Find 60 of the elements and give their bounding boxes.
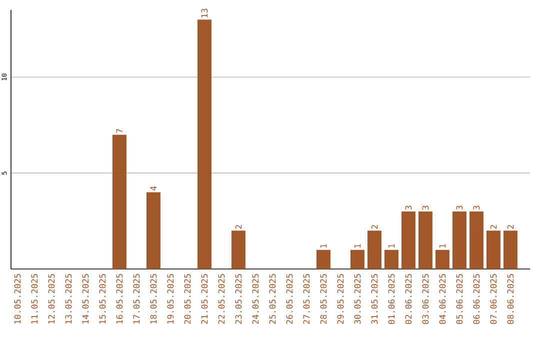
data-label: 4 — [150, 186, 157, 191]
x-tick-label: 03.06.2025 — [422, 274, 429, 324]
x-tick-label: 06.06.2025 — [473, 274, 480, 324]
x-tick-label: 29.05.2025 — [337, 274, 344, 324]
data-label: 1 — [354, 244, 361, 248]
bar — [435, 250, 450, 269]
data-label: 3 — [456, 206, 463, 210]
x-tick-label: 30.05.2025 — [354, 274, 361, 324]
bar — [452, 211, 466, 269]
x-tick-label: 15.05.2025 — [99, 274, 106, 324]
bar — [503, 230, 518, 269]
data-label: 2 — [235, 225, 242, 229]
x-tick-label: 08.06.2025 — [507, 274, 514, 324]
bar — [316, 250, 330, 269]
x-tick-label: 12.05.2025 — [48, 274, 55, 324]
data-label: 1 — [388, 244, 395, 248]
x-tick-label: 17.05.2025 — [133, 274, 140, 324]
data-label: 2 — [507, 225, 514, 229]
x-tick-label: 04.06.2025 — [439, 274, 446, 324]
x-tick-label: 05.06.2025 — [456, 274, 463, 324]
bar — [401, 211, 416, 269]
x-tick-label: 10.05.2025 — [14, 274, 21, 324]
bar — [486, 230, 500, 269]
x-tick-label: 27.05.2025 — [303, 274, 310, 324]
data-label: 2 — [371, 225, 378, 229]
x-tick-label: 11.05.2025 — [31, 274, 38, 324]
data-label: 3 — [405, 206, 412, 210]
data-label: 3 — [473, 206, 480, 210]
x-tick-label: 14.05.2025 — [82, 274, 89, 324]
x-tick-label: 07.06.2025 — [490, 274, 497, 324]
x-tick-label: 16.05.2025 — [116, 274, 123, 324]
x-tick-label: 23.05.2025 — [235, 274, 242, 324]
bar — [469, 211, 484, 269]
bar — [418, 211, 432, 269]
data-label: 3 — [422, 206, 429, 210]
x-tick-label: 26.05.2025 — [286, 274, 293, 324]
data-label: 2 — [490, 225, 497, 229]
x-tick-label: 01.06.2025 — [388, 274, 395, 324]
data-label: 13 — [201, 8, 208, 18]
x-tick-label: 02.06.2025 — [405, 274, 412, 324]
x-tick-label: 22.05.2025 — [218, 274, 225, 324]
x-tick-label: 21.05.2025 — [201, 274, 208, 324]
bar — [197, 20, 212, 269]
bar — [146, 192, 160, 269]
x-tick-label: 28.05.2025 — [320, 274, 327, 324]
x-tick-label: 19.05.2025 — [167, 274, 174, 324]
data-label: 1 — [320, 244, 327, 248]
x-tick-label: 18.05.2025 — [150, 274, 157, 324]
x-tick-label: 24.05.2025 — [252, 274, 259, 324]
bar — [350, 250, 364, 269]
x-tick-label: 13.05.2025 — [65, 274, 72, 324]
bar — [384, 250, 398, 269]
x-tick-label: 25.05.2025 — [269, 274, 276, 324]
data-label: 1 — [439, 244, 446, 248]
bar — [231, 230, 246, 269]
x-tick-label: 31.05.2025 — [371, 274, 378, 324]
bar — [367, 230, 382, 269]
x-tick-label: 20.05.2025 — [184, 274, 191, 324]
data-label: 7 — [116, 129, 123, 133]
bar — [112, 134, 126, 269]
